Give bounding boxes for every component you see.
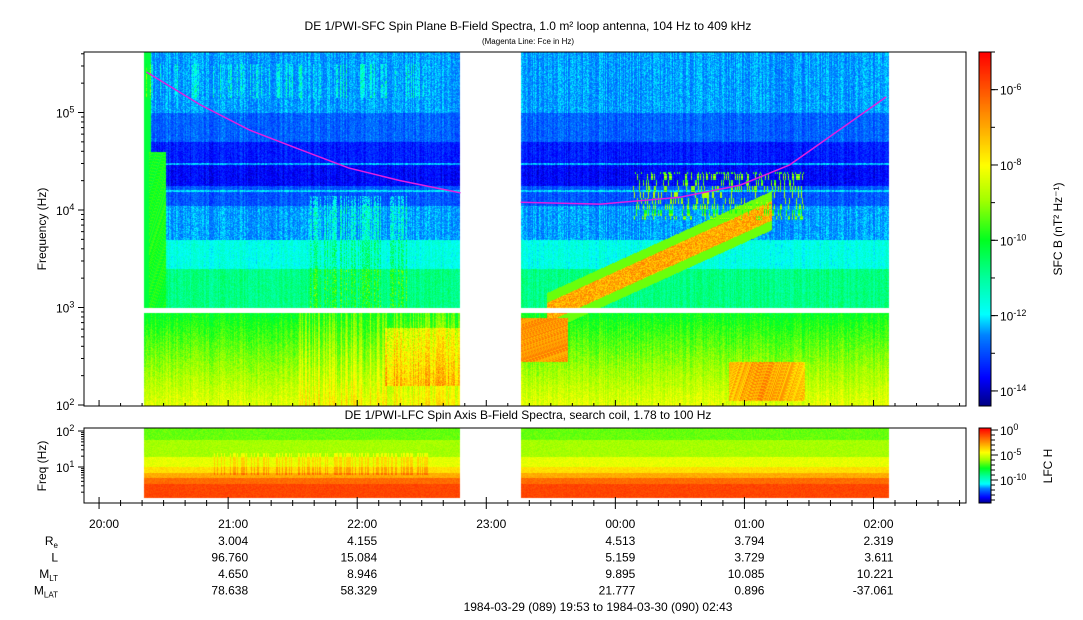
lfc-title: DE 1/PWI-LFC Spin Axis B-Field Spectra, … xyxy=(345,408,712,422)
axes-group: 102 103 104 105 101 102 Frequency (Hz) Freq (Hz… xyxy=(34,51,1065,600)
sfc-y-tick-label: 102 xyxy=(56,397,74,413)
lfc-y-tick-label: 102 xyxy=(56,423,74,439)
fce-line-right xyxy=(520,96,887,205)
lfc-y-axis-label: Freq (Hz) xyxy=(35,441,49,492)
sfc-colorbar-tick-label: 10-14 xyxy=(1000,383,1026,399)
sfc-y-axis-label: Frequency (Hz) xyxy=(35,188,49,271)
ephemeris-value: 21.777 xyxy=(599,584,636,598)
time-tick-label: 23:00 xyxy=(476,517,506,531)
lfc-colorbar-tick-label: 10-10 xyxy=(1000,472,1026,488)
ephemeris-row-label: MLT xyxy=(39,567,58,583)
lfc-colorbar-frame xyxy=(978,427,992,504)
sfc-colorbar-label: SFC B (nT² Hz⁻¹) xyxy=(1051,183,1065,276)
ephemeris-value: 10.221 xyxy=(857,567,894,581)
sfc-y-tick-label: 104 xyxy=(56,202,74,218)
ephemeris-value: 4.650 xyxy=(218,567,248,581)
sfc-colorbar-tick-label: 10-6 xyxy=(1000,82,1021,98)
ephemeris-value: 0.896 xyxy=(734,584,764,598)
ephemeris-value: 2.319 xyxy=(863,534,893,548)
ephemeris-value: 3.611 xyxy=(864,551,893,565)
ephemeris-value: 15.084 xyxy=(341,551,378,565)
sfc-y-tick-label: 103 xyxy=(56,300,74,316)
ephemeris-value: -37.061 xyxy=(853,584,894,598)
time-tick-label: 02:00 xyxy=(863,517,893,531)
chart-subtitle: (Magenta Line: Fce in Hz) xyxy=(482,37,574,46)
sfc-colorbar-frame xyxy=(978,51,992,407)
ephemeris-row-label: Re xyxy=(45,534,59,550)
lfc-colorbar-tick-label: 100 xyxy=(1000,422,1018,438)
ephemeris-row-label: MLAT xyxy=(34,584,58,600)
sfc-colorbar-tick-label: 10-12 xyxy=(1000,308,1026,324)
ephemeris-value: 4.155 xyxy=(347,534,377,548)
time-tick-label: 00:00 xyxy=(605,517,635,531)
ephemeris-value: 58.329 xyxy=(341,584,378,598)
ephemeris-value: 3.729 xyxy=(734,551,764,565)
ephemeris-value: 78.638 xyxy=(211,584,248,598)
fce-line-left xyxy=(145,71,461,194)
sfc-plot-frame xyxy=(83,51,967,407)
lfc-colorbar-tick-label: 10-5 xyxy=(1000,447,1021,463)
lfc-y-tick-label: 101 xyxy=(56,459,74,475)
sfc-colorbar-tick-label: 10-8 xyxy=(1000,157,1021,173)
sfc-colorbar-tick-label: 10-10 xyxy=(1000,232,1026,248)
lfc-plot-frame xyxy=(83,427,967,504)
ephemeris-value: 4.513 xyxy=(605,534,635,548)
date-range: 1984-03-29 (089) 19:53 to 1984-03-30 (09… xyxy=(464,600,733,614)
lfc-colorbar-label: LFC H xyxy=(1041,449,1055,484)
ephemeris-row-label: L xyxy=(51,551,58,565)
ephemeris-value: 9.895 xyxy=(605,567,635,581)
ephemeris-value: 3.794 xyxy=(734,534,764,548)
chart-title: DE 1/PWI-SFC Spin Plane B-Field Spectra,… xyxy=(305,19,752,33)
time-tick-label: 20:00 xyxy=(89,517,119,531)
time-tick-label: 21:00 xyxy=(218,517,248,531)
sfc-y-tick-label: 105 xyxy=(56,105,74,121)
time-tick-label: 01:00 xyxy=(734,517,764,531)
ephemeris-value: 8.946 xyxy=(347,567,377,581)
ephemeris-value: 3.004 xyxy=(218,534,248,548)
ephemeris-value: 10.085 xyxy=(728,567,765,581)
time-tick-label: 22:00 xyxy=(347,517,377,531)
ephemeris-value: 96.760 xyxy=(211,551,248,565)
ephemeris-value: 5.159 xyxy=(605,551,635,565)
